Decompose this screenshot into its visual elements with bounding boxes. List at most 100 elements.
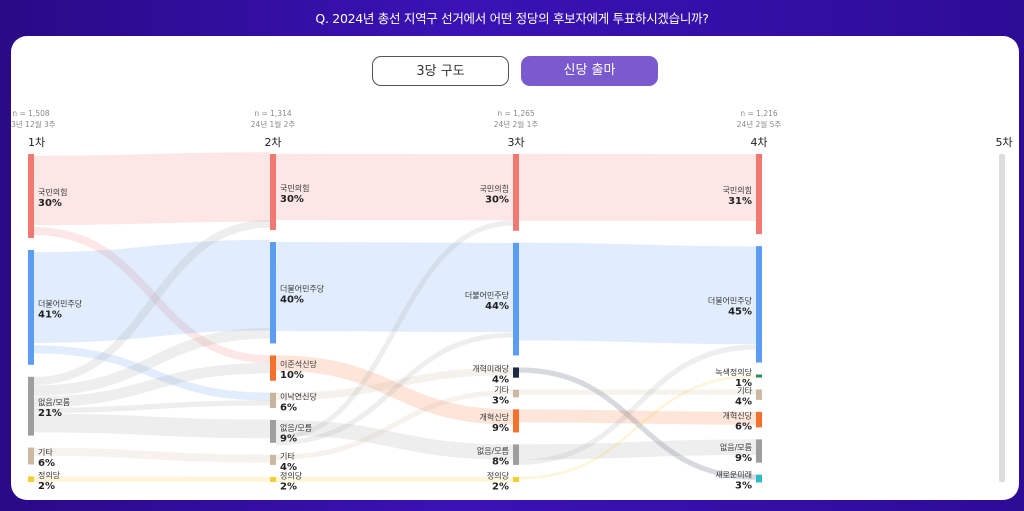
stage-date-1: 23년 12월 3주 (11, 119, 56, 129)
node-pct-2-2: 40% (280, 295, 304, 306)
node-bar-2-7 (270, 476, 276, 482)
stage-date-2: 24년 1월 2주 (251, 119, 296, 129)
node-name-1-2: 더불어민주당 (38, 298, 83, 308)
node-bar-3-6 (513, 444, 519, 465)
node-name-1-3: 없음/모름 (38, 398, 70, 407)
flow-8 (33, 400, 271, 414)
node-pct-3-2: 44% (485, 301, 509, 312)
stage-date-4: 24년 2월 5주 (737, 119, 782, 129)
node-pct-2-3: 10% (280, 370, 304, 381)
node-bar-3-3 (513, 367, 519, 378)
node-name-4-5: 개혁신당 (723, 411, 753, 421)
node-bar-1-4 (28, 447, 34, 465)
node-name-4-2: 더불어민주당 (708, 295, 753, 305)
flow-22 (518, 242, 757, 345)
node-bar-4-5 (756, 411, 762, 428)
stage-n-2: n = 1,314 (254, 109, 292, 118)
node-name-3-3: 개혁미래당 (472, 364, 509, 374)
node-name-1-1: 국민의힘 (38, 187, 67, 197)
node-pct-2-6: 4% (280, 462, 297, 473)
node-bar-4-2 (756, 246, 762, 363)
node-bar-2-2 (270, 242, 276, 344)
flow-13 (275, 241, 514, 333)
node-pct-1-3: 21% (38, 408, 62, 419)
node-pct-4-1: 31% (728, 196, 752, 207)
flow-1 (33, 152, 271, 226)
node-bar-1-2 (28, 250, 34, 365)
flow-2 (33, 226, 271, 364)
node-bar-3-4 (513, 389, 519, 398)
node-bar-4-4 (756, 389, 762, 400)
node-pct-3-5: 9% (492, 423, 509, 434)
node-name-4-6: 없음/모름 (720, 443, 752, 452)
flow-18 (275, 332, 514, 446)
flow-3 (33, 239, 271, 343)
stage-label-3: 3차 (507, 136, 524, 149)
node-pct-4-2: 45% (728, 306, 752, 317)
node-name-3-4: 기타 (494, 386, 509, 395)
flow-6 (33, 327, 271, 397)
node-pct-3-4: 3% (492, 396, 509, 407)
flow-5 (33, 219, 271, 386)
node-bar-1-3 (28, 376, 34, 436)
node-bar-3-7 (513, 476, 519, 482)
new-party-toggle-button[interactable]: 신당 출마 (521, 56, 658, 86)
stage-date-3: 24년 2월 1주 (494, 119, 539, 129)
node-bar-4-1 (756, 154, 762, 235)
node-pct-4-4: 4% (735, 397, 752, 408)
nodes-layer (28, 154, 1005, 483)
node-name-2-1: 국민의힘 (280, 183, 309, 193)
stage-label-4: 4차 (750, 136, 767, 149)
node-bar-3-5 (513, 409, 519, 433)
node-bar-1-5 (28, 476, 34, 482)
node-name-4-1: 국민의힘 (723, 185, 752, 195)
node-pct-4-6: 9% (735, 453, 752, 464)
node-pct-2-1: 30% (280, 194, 304, 205)
stage-label-5: 5차 (995, 136, 1012, 149)
node-pct-3-1: 30% (485, 194, 509, 205)
flow-7 (33, 362, 271, 408)
node-name-4-7: 새로운미래 (715, 471, 752, 480)
question-title: Q. 2024년 총선 지역구 선거에서 어떤 정당의 후보자에게 투표하시겠습… (315, 11, 709, 26)
node-pct-3-3: 4% (492, 375, 509, 386)
node-name-3-1: 국민의힘 (480, 183, 509, 193)
node-bar-2-6 (270, 454, 276, 465)
stage-n-3: n = 1,265 (497, 109, 535, 118)
flow-4 (33, 345, 271, 401)
node-name-4-3: 녹색정의당 (715, 367, 752, 377)
node-bar-4-6 (756, 439, 762, 463)
node-pct-2-7: 2% (280, 481, 297, 492)
node-pct-2-5: 9% (280, 433, 297, 444)
node-name-4-4: 기타 (737, 387, 752, 396)
node-name-3-2: 더불어민주당 (465, 290, 510, 300)
node-pct-1-4: 6% (38, 458, 55, 469)
three-party-toggle-button[interactable]: 3당 구도 (372, 56, 509, 86)
node-bar-4-3 (756, 374, 762, 378)
node-bar-3-2 (513, 242, 519, 356)
node-pct-4-3: 1% (735, 378, 752, 389)
node-pct-3-6: 8% (492, 457, 509, 468)
node-name-3-6: 없음/모름 (477, 447, 509, 456)
node-name-2-6: 기타 (280, 452, 295, 461)
flow-17 (275, 220, 514, 441)
flow-9 (33, 413, 271, 439)
node-name-3-7: 정의당 (487, 470, 510, 480)
stage-n-4: n = 1,216 (740, 109, 778, 118)
flows-layer (33, 152, 757, 483)
node-name-2-5: 없음/모름 (280, 423, 312, 432)
node-bar-1-1 (28, 154, 34, 238)
chart-card: 3당 구도 신당 출마 n = 1,508 23년 12월 3주 1차 국민의힘 30%… (11, 36, 1019, 500)
node-bar-3-1 (513, 154, 519, 231)
node-name-2-7: 정의당 (280, 470, 303, 480)
stage-5-placeholder-bar (999, 154, 1005, 482)
node-name-2-2: 더불어민주당 (280, 284, 325, 294)
node-name-1-4: 기타 (38, 448, 53, 457)
flow-28 (518, 374, 757, 480)
node-pct-2-4: 6% (280, 402, 297, 413)
node-pct-4-7: 3% (735, 481, 752, 492)
node-name-1-5: 정의당 (38, 470, 61, 480)
node-bar-4-7 (756, 474, 762, 483)
flow-10 (33, 447, 271, 463)
